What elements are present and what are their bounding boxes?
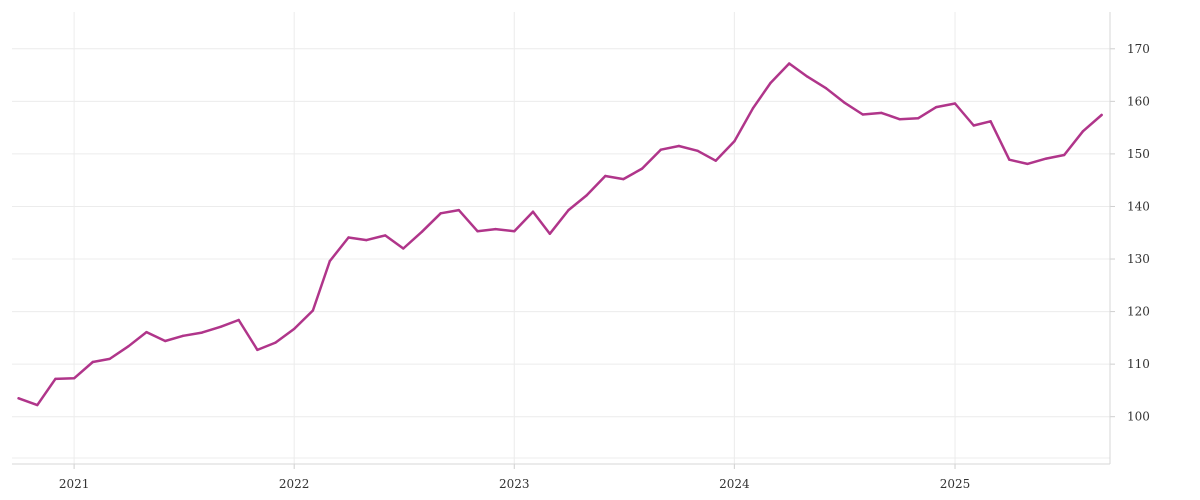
- data-point: [714, 159, 717, 162]
- data-point: [36, 403, 39, 407]
- data-point: [989, 120, 992, 123]
- data-point: [274, 341, 277, 344]
- data-point: [972, 124, 975, 127]
- data-point: [476, 230, 479, 233]
- data-point: [1081, 130, 1085, 133]
- data-point: [328, 259, 331, 263]
- data-point: [182, 334, 185, 337]
- data-point: [806, 75, 809, 78]
- axes: [12, 12, 1115, 469]
- data-point: [1008, 158, 1011, 161]
- data-point: [548, 232, 551, 235]
- x-tick-label: 2025: [940, 477, 971, 491]
- y-tick-label: 140: [1127, 199, 1150, 213]
- data-point: [898, 118, 901, 121]
- data-point: [494, 227, 497, 231]
- data-point: [659, 148, 662, 151]
- data-point: [769, 81, 772, 85]
- data-point: [1026, 162, 1029, 166]
- data-point: [72, 377, 76, 380]
- y-tick-label: 160: [1127, 94, 1150, 108]
- data-point: [788, 62, 791, 65]
- data-point: [513, 230, 516, 233]
- y-tick-label: 170: [1127, 42, 1150, 56]
- data-point: [237, 318, 240, 322]
- data-point: [457, 208, 460, 212]
- y-tick-label: 120: [1127, 305, 1150, 319]
- data-point: [880, 111, 883, 115]
- data-point: [953, 102, 957, 105]
- data-point: [164, 339, 167, 343]
- x-tick-label: 2021: [59, 477, 90, 491]
- data-point: [108, 357, 111, 361]
- data-point: [531, 210, 535, 213]
- data-point: [861, 113, 864, 116]
- data-point: [842, 101, 846, 104]
- data-point: [696, 149, 699, 152]
- vertical-gridlines: [73, 12, 956, 464]
- data-point: [17, 397, 20, 400]
- data-point: [311, 309, 315, 312]
- data-point: [1063, 153, 1066, 157]
- y-tick-label: 150: [1127, 147, 1150, 161]
- data-point: [91, 360, 95, 364]
- data-point: [1044, 157, 1048, 160]
- data-point: [219, 325, 222, 328]
- data-point: [1100, 113, 1103, 117]
- y-axis-tick-labels: 100 110 120 130 140 150 160 170: [1127, 42, 1150, 424]
- data-point: [145, 330, 148, 334]
- data-point: [604, 174, 607, 178]
- data-point: [751, 107, 755, 110]
- y-tick-label: 110: [1127, 357, 1150, 371]
- horizontal-gridlines: [12, 48, 1110, 459]
- data-point: [420, 230, 424, 233]
- data-point: [585, 194, 588, 197]
- data-point: [54, 377, 57, 381]
- y-tick-label: 100: [1127, 410, 1150, 424]
- series-line: [17, 62, 1103, 407]
- data-point: [200, 331, 204, 334]
- data-point: [256, 348, 259, 352]
- series-layer: [17, 62, 1103, 407]
- data-point: [640, 167, 644, 170]
- data-point: [917, 117, 920, 120]
- data-point: [402, 247, 405, 250]
- data-point: [622, 177, 625, 181]
- data-point: [347, 236, 350, 239]
- data-point: [365, 238, 368, 242]
- data-point: [824, 87, 828, 90]
- data-point: [567, 208, 570, 212]
- data-point: [733, 140, 736, 143]
- data-point: [439, 212, 442, 215]
- data-point: [293, 327, 296, 331]
- data-point: [677, 144, 681, 148]
- data-point: [384, 234, 387, 237]
- x-tick-label: 2022: [279, 477, 310, 491]
- y-tick-label: 130: [1127, 252, 1150, 266]
- x-axis-tick-labels: 2021 2022 2023 2024 2025: [59, 477, 970, 491]
- data-point: [935, 105, 938, 109]
- x-tick-label: 2024: [719, 477, 750, 491]
- x-tick-label: 2023: [499, 477, 530, 491]
- data-point: [127, 345, 130, 348]
